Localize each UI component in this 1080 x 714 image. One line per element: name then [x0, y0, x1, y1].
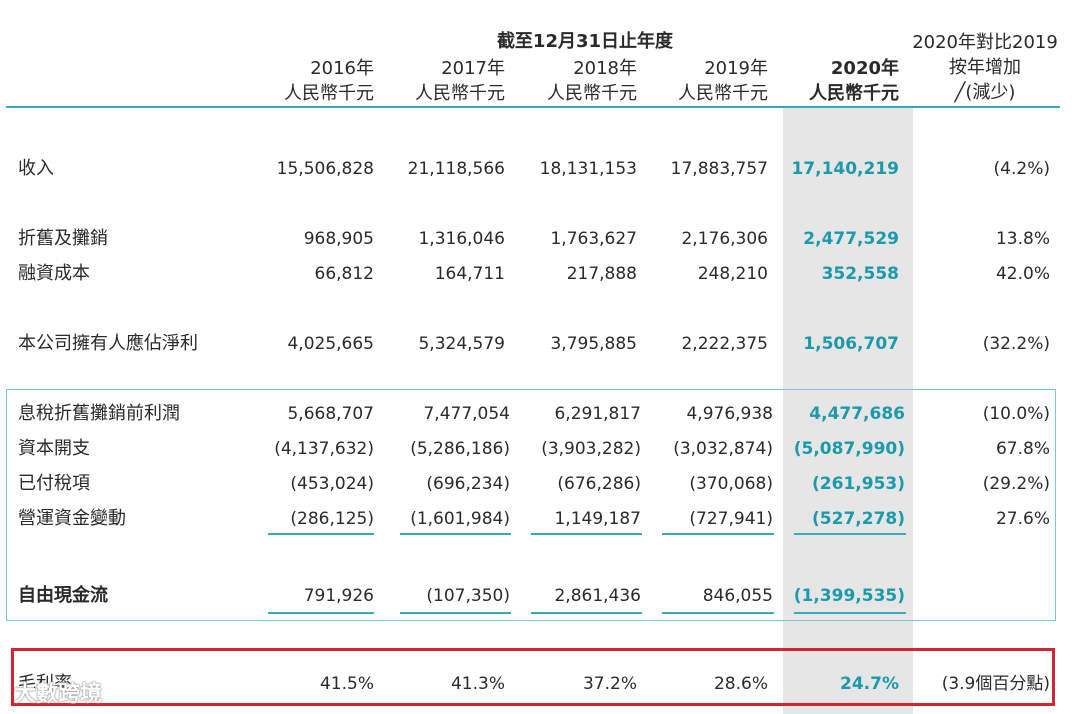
cell-2017: (696,234) — [426, 474, 510, 494]
cell-2019: 17,883,757 — [670, 159, 768, 179]
cell-2016: 15,506,828 — [276, 159, 374, 179]
year-2017-header: 2017年 — [441, 58, 505, 79]
period-title: 截至12月31日止年度 — [496, 31, 674, 52]
gross-margin-highlight-box — [11, 648, 1055, 706]
year-2020-header: 2020年 — [830, 58, 899, 79]
cell-2019: 2,176,306 — [681, 229, 768, 249]
cell-2020: (5,087,990) — [793, 439, 905, 459]
cell-2020: (527,278) — [812, 509, 905, 529]
year-2019-header: 2019年 — [704, 58, 768, 79]
cell-2020: (1,399,535) — [793, 586, 905, 606]
cell-2018: 1,149,187 — [554, 509, 641, 529]
cell-2019: (3,032,874) — [673, 439, 773, 459]
cell-2017: (1,601,984) — [410, 509, 510, 529]
unit-2016: 人民幣千元 — [284, 83, 374, 104]
cell-change: 67.8% — [995, 439, 1050, 459]
cell-2019: (727,941) — [689, 509, 773, 529]
row-label: 自由現金流 — [18, 585, 108, 606]
subtotal-underline-2018 — [531, 533, 642, 535]
cell-2018: (676,286) — [557, 474, 641, 494]
cell-2017: 164,711 — [434, 264, 505, 284]
cell-2018: 1,763,627 — [550, 229, 637, 249]
subtotal-underline-2020 — [794, 533, 906, 535]
unit-2019: 人民幣千元 — [678, 83, 768, 104]
cell-2018: 37.2% — [582, 674, 637, 694]
year-2018-header: 2018年 — [573, 58, 637, 79]
cell-2017: (107,350) — [426, 586, 510, 606]
cell-change: 27.6% — [995, 509, 1050, 529]
cell-2019: 846,055 — [702, 586, 773, 606]
cell-2019: (370,068) — [689, 474, 773, 494]
cell-change: 13.8% — [995, 229, 1050, 249]
subtotal-underline-2017 — [400, 533, 511, 535]
total-underline-2020 — [794, 612, 906, 614]
cell-2020: 352,558 — [821, 264, 899, 284]
cell-2018: 217,888 — [566, 264, 637, 284]
change-header-line1: 2020年對比2019 — [912, 32, 1058, 53]
row-label: 融資成本 — [18, 263, 90, 284]
cell-2018: 6,291,817 — [554, 404, 641, 424]
subtotal-underline-2016 — [268, 533, 374, 535]
watermark-text: 大數跨境 — [14, 682, 103, 707]
row-label: 毛利率 — [18, 673, 72, 694]
cell-2017: 21,118,566 — [407, 159, 505, 179]
cell-change: (3.9個百分點) — [941, 674, 1050, 694]
cell-2020: 17,140,219 — [791, 159, 899, 179]
cell-2020: 4,477,686 — [809, 404, 905, 424]
cell-2016: 66,812 — [314, 264, 374, 284]
row-label: 已付稅項 — [18, 473, 90, 494]
row-label: 收入 — [18, 158, 54, 179]
row-label: 資本開支 — [18, 438, 90, 459]
cell-change: 42.0% — [995, 264, 1050, 284]
cell-2018: 3,795,885 — [550, 334, 637, 354]
cell-2016: 41.5% — [319, 674, 374, 694]
cell-2018: (3,903,282) — [541, 439, 641, 459]
row-label: 營運資金變動 — [18, 508, 126, 529]
cell-2018: 2,861,436 — [554, 586, 641, 606]
unit-2020: 人民幣千元 — [809, 83, 899, 104]
cell-change: (29.2%) — [982, 474, 1050, 494]
cell-2016: (4,137,632) — [274, 439, 374, 459]
cell-change: (32.2%) — [982, 334, 1050, 354]
cell-2017: 5,324,579 — [418, 334, 505, 354]
change-header-line2: 按年增加 — [949, 57, 1021, 78]
cell-2019: 4,976,938 — [686, 404, 773, 424]
cell-2016: (453,024) — [290, 474, 374, 494]
subtotal-underline-2019 — [662, 533, 774, 535]
row-label: 本公司擁有人應佔淨利 — [18, 333, 198, 354]
unit-2017: 人民幣千元 — [415, 83, 505, 104]
cell-change: (10.0%) — [982, 404, 1050, 424]
cell-2019: 2,222,375 — [681, 334, 768, 354]
cell-2016: (286,125) — [290, 509, 374, 529]
cell-2017: 1,316,046 — [418, 229, 505, 249]
total-underline-2016 — [268, 612, 374, 614]
cell-2016: 5,668,707 — [287, 404, 374, 424]
cell-2020: (261,953) — [812, 474, 905, 494]
total-underline-2018 — [531, 612, 642, 614]
cell-2020: 2,477,529 — [803, 229, 899, 249]
header-rule — [6, 106, 1060, 108]
cell-2020: 24.7% — [840, 674, 899, 694]
row-label: 息稅折舊攤銷前利潤 — [18, 403, 180, 424]
cell-2016: 968,905 — [303, 229, 374, 249]
total-underline-2019 — [662, 612, 774, 614]
cell-2019: 248,210 — [697, 264, 768, 284]
cell-2017: 7,477,054 — [423, 404, 510, 424]
change-header-line3: ╱(減少) — [954, 82, 1016, 103]
cell-2020: 1,506,707 — [803, 334, 899, 354]
cell-2017: 41.3% — [450, 674, 505, 694]
cell-2016: 791,926 — [303, 586, 374, 606]
year-2016-header: 2016年 — [310, 58, 374, 79]
unit-2018: 人民幣千元 — [547, 83, 637, 104]
row-label: 折舊及攤銷 — [18, 228, 108, 249]
cell-2019: 28.6% — [713, 674, 768, 694]
cash-flow-box — [6, 389, 1056, 621]
cell-2017: (5,286,186) — [410, 439, 510, 459]
total-underline-2017 — [400, 612, 511, 614]
cell-2016: 4,025,665 — [287, 334, 374, 354]
cell-2018: 18,131,153 — [539, 159, 637, 179]
cell-change: (4.2%) — [993, 159, 1050, 179]
